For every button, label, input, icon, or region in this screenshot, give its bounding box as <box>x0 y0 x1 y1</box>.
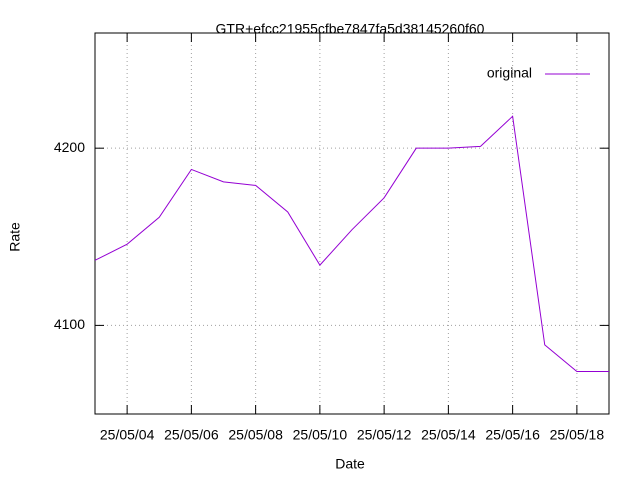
x-axis-label: Date <box>335 456 365 472</box>
x-tick-label: 25/05/10 <box>293 427 348 443</box>
x-tick-label: 25/05/18 <box>550 427 605 443</box>
x-tick-label: 25/05/06 <box>164 427 219 443</box>
x-tick-label: 25/05/08 <box>228 427 283 443</box>
plot-frame <box>94 32 610 415</box>
x-tick-label: 25/05/04 <box>100 427 155 443</box>
x-tick-label: 25/05/16 <box>485 427 540 443</box>
x-tick-label: 25/05/14 <box>421 427 476 443</box>
series-line <box>94 115 609 372</box>
y-tick-label: 4200 <box>54 139 85 155</box>
y-tick-label: 4100 <box>54 316 85 332</box>
y-axis-label: Rate <box>7 222 23 252</box>
legend-label: original <box>487 65 532 81</box>
x-tick-label: 25/05/12 <box>357 427 412 443</box>
